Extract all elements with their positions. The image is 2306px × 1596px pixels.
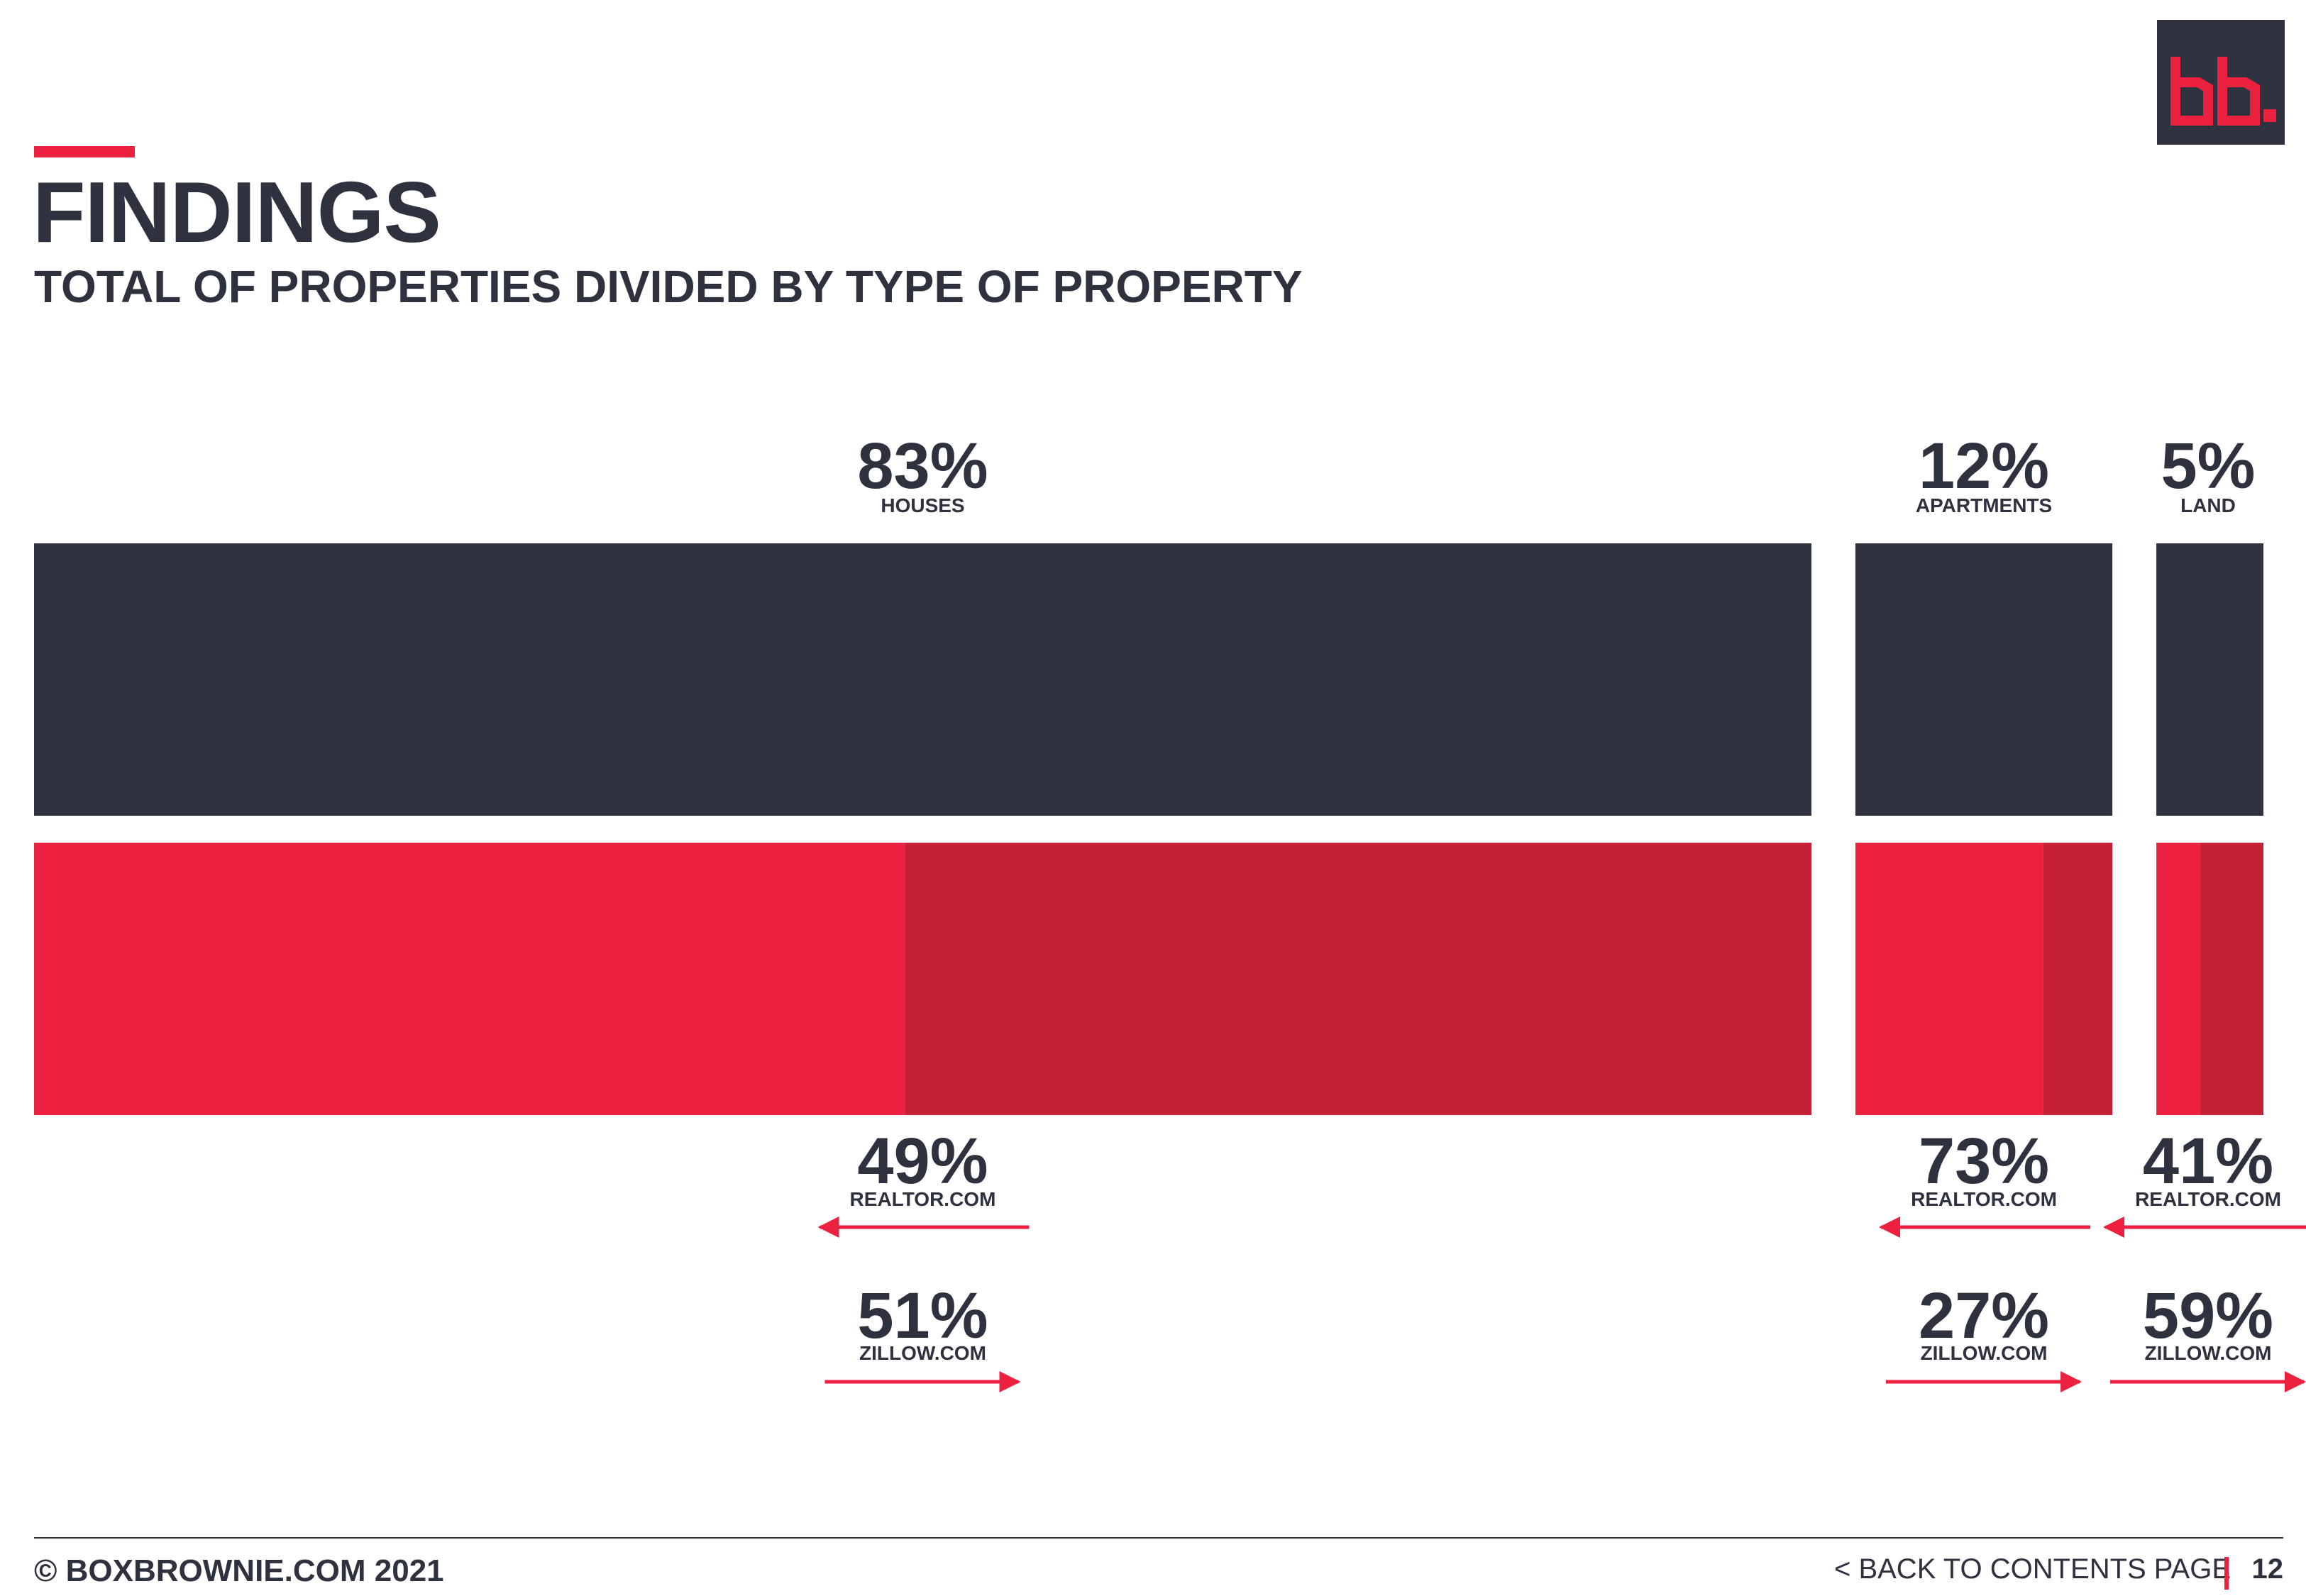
realtor-label-land: REALTOR.COM [2135, 1188, 2281, 1210]
boxbrownie-logo[interactable] [2157, 20, 2285, 145]
total-bar-houses [34, 543, 1811, 816]
total-bar-land [2156, 543, 2263, 816]
total-value-houses: 83% [857, 430, 988, 502]
total-bar-apartments [1855, 543, 2113, 816]
footer-separator [2224, 1557, 2229, 1590]
total-value-apartments: 12% [1919, 430, 2049, 502]
zillow-bar-land [2200, 843, 2263, 1115]
realtor-value-houses: 49% [857, 1125, 988, 1197]
realtor-value-apartments: 73% [1919, 1125, 2049, 1197]
zillow-bar-apartments [2043, 843, 2113, 1115]
property-type-chart: 83%HOUSES49%REALTOR.COM51%ZILLOW.COM12%A… [34, 430, 2306, 1392]
back-to-contents-link[interactable]: < BACK TO CONTENTS PAGE [1833, 1553, 2231, 1585]
title-accent-bar [34, 146, 135, 157]
category-label-houses: HOUSES [881, 494, 964, 516]
zillow-value-houses: 51% [857, 1280, 988, 1352]
realtor-bar-houses [34, 843, 905, 1115]
realtor-bar-land [2156, 843, 2200, 1115]
zillow-label-houses: ZILLOW.COM [859, 1342, 986, 1364]
category-label-land: LAND [2180, 494, 2236, 516]
zillow-value-apartments: 27% [1919, 1280, 2049, 1352]
page-number: 12 [2251, 1553, 2284, 1585]
zillow-value-land: 59% [2143, 1280, 2273, 1352]
realtor-label-houses: REALTOR.COM [850, 1188, 996, 1210]
page-title: FINDINGS [33, 164, 441, 260]
zillow-label-apartments: ZILLOW.COM [1921, 1342, 2048, 1364]
footer-divider [34, 1537, 2283, 1539]
category-label-apartments: APARTMENTS [1916, 494, 2052, 516]
copyright-text: © BOXBROWNIE.COM 2021 [34, 1553, 444, 1588]
zillow-bar-houses [905, 843, 1811, 1115]
realtor-bar-apartments [1855, 843, 2043, 1115]
realtor-value-land: 41% [2143, 1125, 2273, 1197]
logo-mark-icon [2170, 57, 2276, 126]
zillow-label-land: ZILLOW.COM [2145, 1342, 2272, 1364]
page-subtitle: TOTAL OF PROPERTIES DIVIDED BY TYPE OF P… [34, 261, 1303, 312]
total-value-land: 5% [2161, 430, 2256, 502]
realtor-label-apartments: REALTOR.COM [1911, 1188, 2057, 1210]
